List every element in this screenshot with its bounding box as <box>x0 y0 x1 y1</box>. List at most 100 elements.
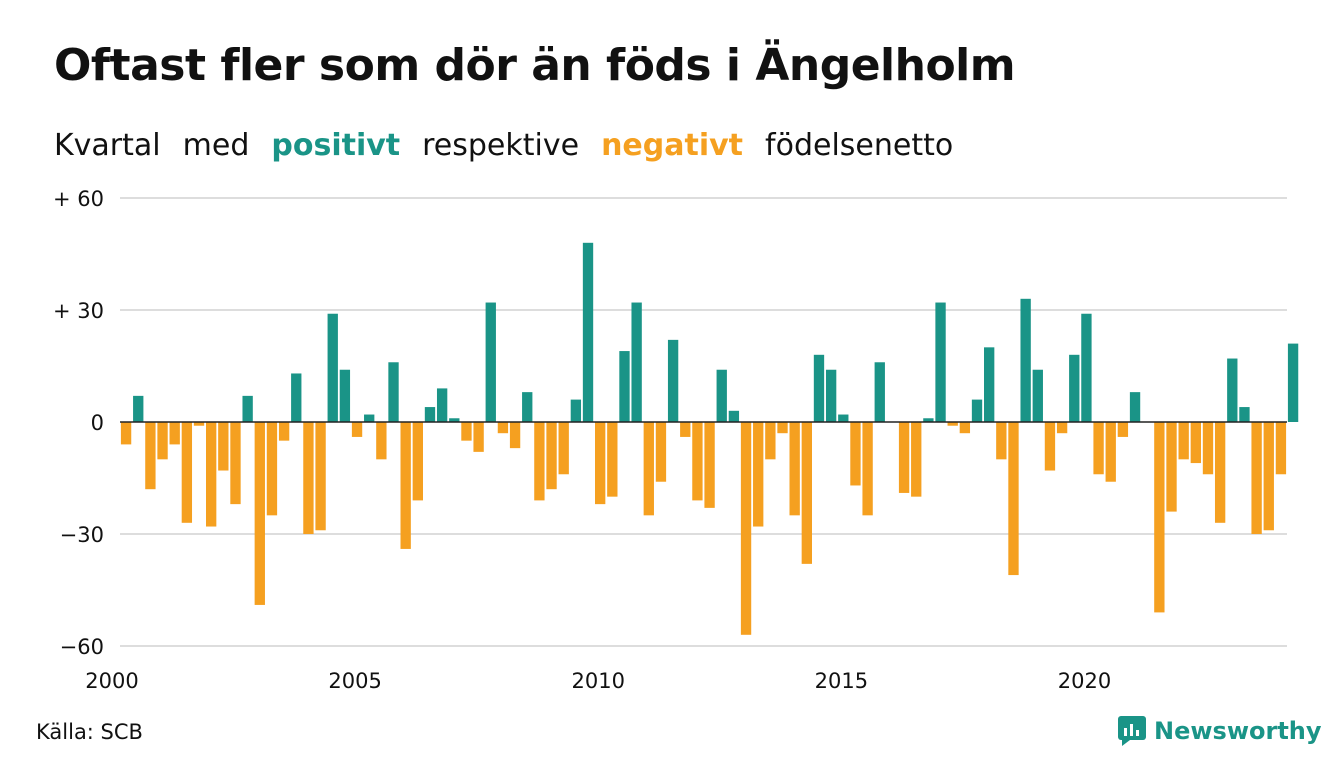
bar-negative <box>558 422 569 475</box>
y-tick-label: + 60 <box>53 187 104 211</box>
brand-logo[interactable]: Newsworthy <box>1118 714 1322 748</box>
bar-positive <box>619 351 630 422</box>
x-tick-labels: 2000 2005 2010 2015 2020 <box>85 669 1111 693</box>
bar-positive <box>971 399 983 422</box>
bar-negative <box>1008 422 1019 576</box>
bar-positive <box>1081 313 1092 422</box>
bar-negative <box>206 422 217 527</box>
bar-positive <box>1227 358 1238 422</box>
bar-negative <box>692 422 703 501</box>
bar-negative <box>898 422 910 493</box>
bar-negative <box>303 422 314 534</box>
bar-negative <box>509 422 521 449</box>
bar-negative <box>1214 422 1226 523</box>
bar-positive <box>1020 298 1031 422</box>
bar-negative <box>1202 422 1214 475</box>
bar-negative <box>120 422 132 445</box>
bar-negative <box>1044 422 1056 471</box>
subtitle-word-med: med <box>182 128 250 163</box>
bar-negative <box>145 422 156 490</box>
bar-negative <box>1105 422 1116 482</box>
bar-negative <box>278 422 290 441</box>
bar-positive <box>923 418 934 422</box>
bar-negative <box>1178 422 1189 460</box>
bar-positive <box>242 395 253 422</box>
subtitle-negative-label: negativt <box>601 128 744 163</box>
bar-negative <box>473 422 484 452</box>
bars-layer <box>120 242 1299 635</box>
bar-positive <box>424 407 436 422</box>
bar-negative <box>862 422 873 516</box>
bar-negative <box>157 422 168 460</box>
bar-positive <box>436 388 448 422</box>
bar-positive <box>522 392 533 422</box>
bar-negative <box>1166 422 1177 512</box>
bar-positive <box>327 313 338 422</box>
bar-negative <box>534 422 545 501</box>
bar-negative <box>753 422 764 527</box>
y-tick-labels: + 60 + 30 0 −30 −60 <box>53 187 104 659</box>
y-tick-label: −30 <box>60 523 104 547</box>
bar-negative <box>1117 422 1129 437</box>
bar-negative <box>254 422 265 605</box>
subtitle-positive-label: positivt <box>271 128 401 163</box>
subtitle-word-fodelsenetto: födelsenetto <box>765 128 954 163</box>
bar-positive <box>874 362 885 422</box>
bar-negative <box>266 422 278 516</box>
chart-subtitle: Kvartal med positivt respektive negativt föde… <box>54 128 975 163</box>
bar-positive <box>570 399 582 422</box>
bar-negative <box>400 422 411 549</box>
bar-negative <box>801 422 812 564</box>
bar-negative <box>497 422 509 434</box>
bar-negative <box>777 422 788 434</box>
bar-positive <box>1239 407 1250 422</box>
bar-negative <box>911 422 922 497</box>
bar-negative <box>1190 422 1201 464</box>
bar-positive <box>133 395 144 422</box>
newsworthy-logo-icon <box>1118 716 1146 746</box>
bar-positive <box>388 362 399 422</box>
bar-negative <box>193 422 205 426</box>
bar-positive <box>1032 369 1043 422</box>
bar-negative <box>351 422 363 437</box>
bar-negative <box>181 422 193 523</box>
y-tick-label: −60 <box>60 635 104 659</box>
bar-positive <box>364 414 375 422</box>
bar-negative <box>1056 422 1068 434</box>
bar-positive <box>813 354 825 422</box>
bar-negative <box>1093 422 1104 475</box>
bar-negative <box>607 422 618 497</box>
bar-negative <box>315 422 326 531</box>
bar-positive <box>1129 392 1141 422</box>
bar-negative <box>765 422 776 460</box>
source-note: Källa: SCB <box>36 720 143 744</box>
bar-negative <box>218 422 229 471</box>
bar-negative <box>376 422 387 460</box>
bar-positive <box>485 302 496 422</box>
bar-positive <box>984 347 995 422</box>
bar-negative <box>595 422 606 505</box>
bar-negative <box>959 422 971 434</box>
x-tick-label: 2010 <box>572 669 625 693</box>
bar-negative <box>680 422 691 437</box>
bar-positive <box>631 302 642 422</box>
x-tick-label: 2015 <box>815 669 868 693</box>
bar-negative <box>643 422 654 516</box>
bar-positive <box>728 410 740 422</box>
x-tick-label: 2000 <box>85 669 138 693</box>
bar-negative <box>850 422 861 486</box>
bar-positive <box>1069 354 1080 422</box>
chart-title: Oftast fler som dör än föds i Ängelholm <box>54 40 1016 91</box>
bar-negative <box>1275 422 1287 475</box>
bar-positive <box>667 339 679 422</box>
bar-negative <box>704 422 715 508</box>
bar-negative <box>1263 422 1274 531</box>
y-tick-label: + 30 <box>53 299 104 323</box>
bar-positive <box>449 418 460 422</box>
bar-negative <box>169 422 180 445</box>
brand-name: Newsworthy <box>1154 717 1322 745</box>
bar-negative <box>947 422 958 426</box>
bar-positive <box>291 373 302 422</box>
bar-positive <box>716 369 727 422</box>
